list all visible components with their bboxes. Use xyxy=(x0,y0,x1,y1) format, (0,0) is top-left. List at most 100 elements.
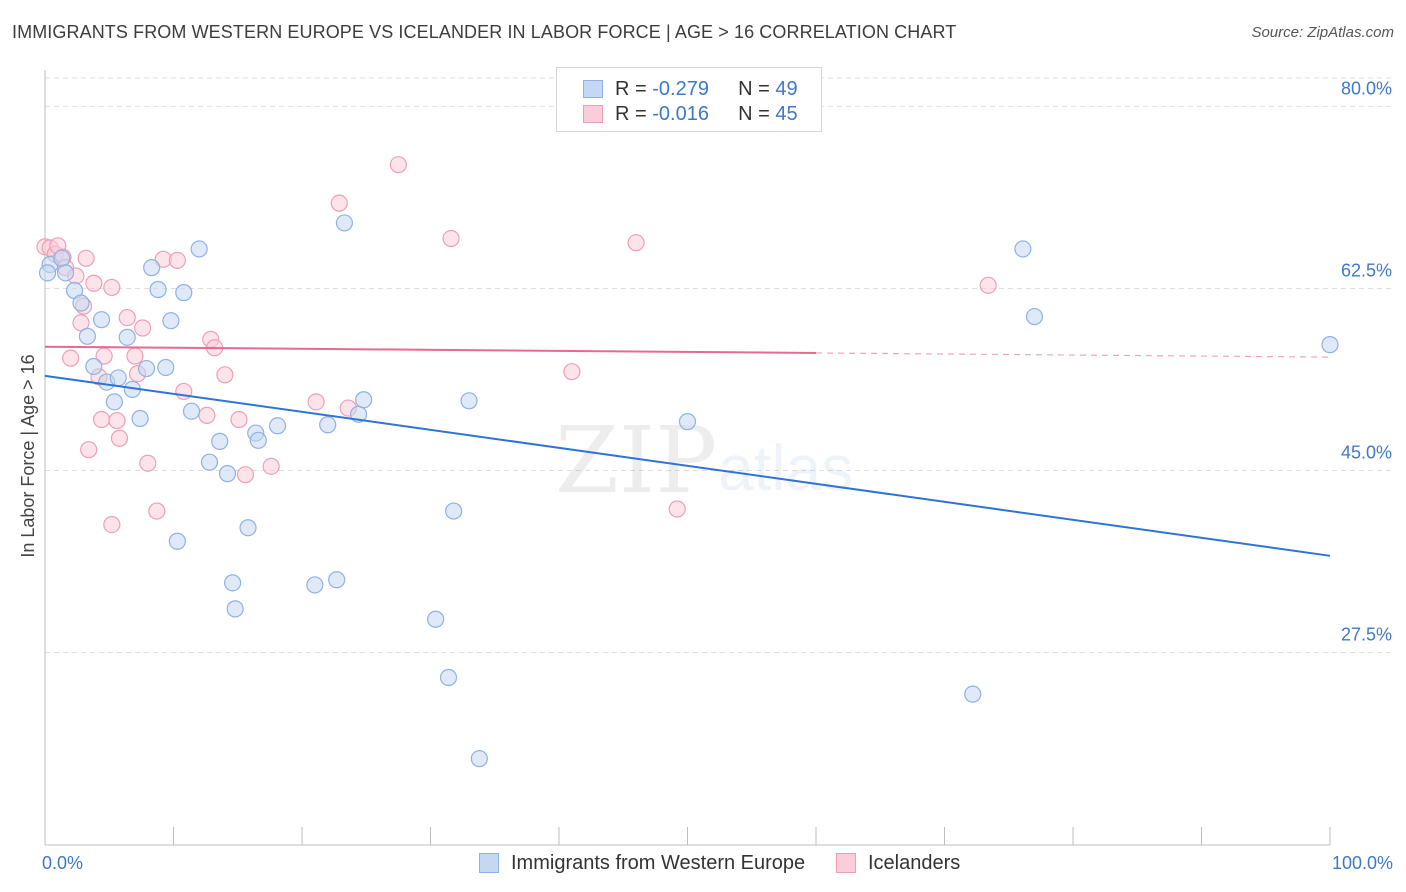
western-europe-point xyxy=(1025,307,1044,326)
icelander-point xyxy=(168,251,186,269)
icelander-point xyxy=(92,410,111,429)
y-axis-label: In Labor Force | Age > 16 xyxy=(18,354,38,557)
western-europe-point xyxy=(224,574,242,592)
western-europe-point xyxy=(118,328,136,346)
tick-labels: 27.5% 45.0% 62.5% 80.0% 0.0% 100.0% xyxy=(42,78,1393,873)
western-europe-point xyxy=(56,264,75,282)
r-value: -0.279 xyxy=(652,78,709,100)
icelander-point xyxy=(110,429,129,447)
icelander-point xyxy=(979,276,997,294)
western-europe-point xyxy=(268,417,287,435)
icelander-point xyxy=(236,466,255,484)
western-europe-point xyxy=(218,465,237,483)
western-europe-point xyxy=(72,294,90,312)
series-legend: Immigrants from Western Europe Icelander… xyxy=(0,851,1406,879)
icelander-point xyxy=(62,349,80,367)
icelander-point xyxy=(103,515,121,534)
icelander-point xyxy=(85,274,103,292)
western-europe-point xyxy=(249,431,267,449)
icelander-point xyxy=(668,500,686,518)
n-label: N = xyxy=(738,78,776,100)
western-europe-point xyxy=(105,393,123,411)
n-value: 45 xyxy=(775,103,798,125)
western-europe-point xyxy=(470,750,488,768)
r-label: R = xyxy=(615,78,653,100)
western-europe-point xyxy=(38,264,57,282)
western-europe-point xyxy=(157,358,175,377)
western-europe-point xyxy=(355,391,373,409)
n-label: N = xyxy=(738,103,776,125)
icelander-point xyxy=(134,319,152,337)
icelander-point xyxy=(103,278,121,297)
western-europe-point xyxy=(131,409,149,428)
western-europe-point xyxy=(78,327,97,345)
icelander-point xyxy=(389,156,407,174)
icelander-point xyxy=(126,347,144,365)
western-europe-point xyxy=(1014,240,1032,258)
western-europe-point xyxy=(226,600,244,618)
western-europe-point xyxy=(162,312,180,330)
icelander-point xyxy=(230,410,248,429)
y-tick-label: 62.5% xyxy=(1341,260,1392,280)
y-tick-label: 80.0% xyxy=(1341,78,1392,98)
western-europe-point xyxy=(460,392,478,410)
n-value: 49 xyxy=(775,78,798,100)
y-tick-label: 45.0% xyxy=(1341,443,1392,463)
trend-lines xyxy=(44,345,1331,557)
western-europe-point xyxy=(175,284,193,302)
western-europe-point xyxy=(439,668,458,687)
western-europe-point xyxy=(85,357,103,376)
correlation-legend: R = -0.279 N = 49 R = -0.016 N = 45 xyxy=(556,67,822,132)
western-europe-point xyxy=(445,502,463,520)
source-label: Source: ZipAtlas.com xyxy=(1251,24,1394,41)
western-europe-point xyxy=(211,432,229,450)
western-europe-point xyxy=(328,571,346,589)
icelander-point xyxy=(148,502,166,520)
western-europe-point xyxy=(182,402,201,420)
pink-swatch-icon xyxy=(836,853,856,873)
icelander-point xyxy=(216,366,234,384)
western-europe-point xyxy=(964,685,982,703)
legend-label: Immigrants from Western Europe xyxy=(511,852,806,874)
icelander-point xyxy=(77,249,95,267)
icelander-point xyxy=(198,406,216,424)
icelander-point xyxy=(262,457,280,475)
western-europe-point xyxy=(306,576,324,594)
western-europe-point xyxy=(53,249,71,267)
icelander-trend-line xyxy=(44,345,817,354)
western-europe-point xyxy=(427,610,445,628)
western-europe-point xyxy=(335,214,354,232)
icelander-point xyxy=(442,229,460,248)
western-europe-point xyxy=(200,453,219,471)
western-europe-point xyxy=(190,240,208,258)
axes xyxy=(44,70,1331,846)
icelander-point xyxy=(307,393,325,411)
western-europe-point xyxy=(239,519,257,537)
western-europe-point xyxy=(1321,336,1339,354)
icelander-point xyxy=(563,363,581,381)
icelander-point xyxy=(330,194,348,212)
r-value: -0.016 xyxy=(652,103,709,125)
western-europe-point xyxy=(143,259,161,277)
icelander-point xyxy=(139,454,157,472)
icelander-point xyxy=(108,411,126,430)
western-europe-point xyxy=(149,280,167,299)
y-tick-label: 27.5% xyxy=(1341,625,1392,645)
x-tick-label: 0.0% xyxy=(42,853,83,873)
watermark: ZIP atlas xyxy=(555,407,853,514)
western-europe-point xyxy=(319,416,337,434)
pink-swatch-icon xyxy=(583,105,603,123)
data-points xyxy=(36,156,1339,768)
icelander-point xyxy=(80,441,98,459)
western-europe-trend-line xyxy=(44,374,1331,557)
x-tick-label: 100.0% xyxy=(1332,853,1393,873)
western-europe-point xyxy=(678,413,697,431)
legend-label: Icelanders xyxy=(868,852,961,874)
icelander-point xyxy=(627,234,645,252)
blue-swatch-icon xyxy=(583,80,603,98)
icelander-point xyxy=(118,308,136,327)
western-europe-point xyxy=(137,359,156,378)
western-europe-point xyxy=(168,532,186,550)
icelander-trend-line-extension xyxy=(815,352,1331,358)
